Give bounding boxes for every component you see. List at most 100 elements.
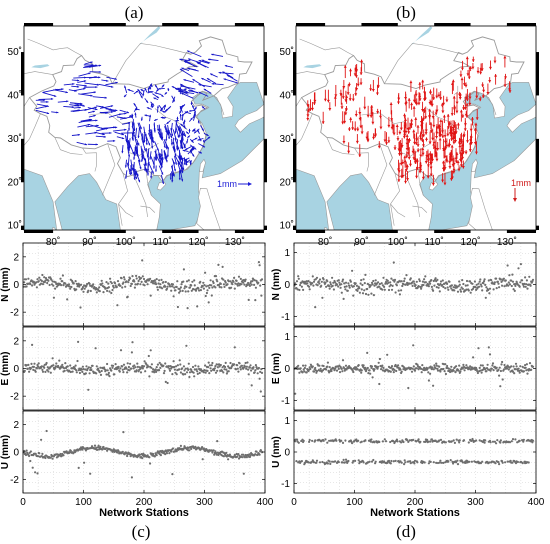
data-point <box>442 461 445 464</box>
data-point <box>432 368 435 371</box>
vector-arrowhead <box>179 58 182 61</box>
gridlines <box>293 243 537 326</box>
data-point <box>494 462 497 465</box>
vector-arrowhead <box>344 99 348 102</box>
data-point <box>109 277 112 280</box>
data-point <box>508 274 511 277</box>
vector-arrowhead <box>181 92 184 95</box>
data-point <box>308 366 311 369</box>
vector-arrowhead <box>160 162 163 166</box>
vector-arrowhead <box>446 133 450 137</box>
data-point <box>430 285 433 288</box>
data-point <box>367 293 370 296</box>
vector-arrowhead <box>471 59 475 63</box>
vector-arrowhead <box>460 153 464 157</box>
data-point <box>43 366 46 369</box>
data-point <box>29 367 32 370</box>
data-point <box>399 368 402 371</box>
data-point <box>413 462 416 465</box>
country-border <box>354 147 370 172</box>
data-point <box>461 279 464 282</box>
data-point <box>212 281 215 285</box>
data-point <box>126 454 129 458</box>
data-point <box>422 283 425 287</box>
data-point <box>378 440 381 444</box>
data-point <box>147 354 150 358</box>
vector-arrowhead <box>140 95 143 99</box>
data-point <box>168 452 171 455</box>
data-point <box>64 282 67 285</box>
data-point <box>449 368 452 371</box>
data-point <box>511 280 515 283</box>
data-point <box>159 283 162 286</box>
data-point <box>188 375 191 379</box>
vector-arrowhead <box>411 150 415 154</box>
vector-arrowhead <box>192 79 195 82</box>
vector-arrowhead <box>193 113 196 116</box>
data-point <box>210 284 213 287</box>
data-point <box>381 440 384 443</box>
vector-arrowhead <box>435 136 439 139</box>
data-point <box>222 278 225 281</box>
data-point <box>167 365 170 368</box>
vector-arrowhead <box>124 112 127 115</box>
data-point <box>499 278 502 281</box>
y-tick-label: -2 <box>10 392 19 403</box>
vector-arrowhead <box>184 59 187 62</box>
vector-arrowhead <box>463 123 467 126</box>
vector-arrowhead <box>418 98 422 102</box>
vector-arrowhead <box>469 128 473 132</box>
country-border <box>390 173 400 226</box>
data-point <box>158 279 161 282</box>
data-point <box>355 438 358 441</box>
country-border <box>296 113 313 146</box>
data-point <box>170 450 173 453</box>
data-point <box>517 267 520 270</box>
data-point <box>47 279 50 282</box>
map-lat-tick-label: 10˚ <box>8 220 22 232</box>
data-point <box>491 440 495 443</box>
data-point <box>258 453 261 456</box>
data-point <box>325 285 328 288</box>
data-point <box>152 368 155 371</box>
data-point <box>130 476 133 479</box>
data-point <box>162 281 165 284</box>
data-point <box>514 284 517 287</box>
data-point <box>427 440 430 443</box>
data-point <box>444 441 447 444</box>
data-point <box>160 278 163 281</box>
data-point <box>54 366 57 370</box>
data-point <box>315 370 319 373</box>
data-point <box>182 280 185 283</box>
island <box>52 227 57 230</box>
data-point <box>104 369 107 372</box>
vector-arrowhead <box>481 84 485 88</box>
data-point <box>499 439 502 442</box>
data-point <box>294 282 297 285</box>
vector-arrowhead <box>429 173 433 177</box>
data-point <box>487 288 490 292</box>
data-point <box>45 429 48 433</box>
vector-arrowhead <box>181 67 184 70</box>
vector-arrowhead <box>462 83 466 86</box>
map-bar-bottom <box>434 230 471 233</box>
vector-arrowhead <box>452 95 456 99</box>
vector-arrowhead <box>464 84 468 88</box>
data-point <box>257 261 260 264</box>
data-point <box>431 366 434 369</box>
data-point <box>478 280 481 283</box>
data-point <box>250 384 253 387</box>
vector-arrowhead <box>145 170 148 173</box>
data-point <box>501 284 504 287</box>
data-point <box>343 285 346 288</box>
data-point <box>513 283 516 286</box>
data-point <box>247 368 250 371</box>
map-bar-right <box>264 138 267 183</box>
vector-arrowhead <box>45 105 48 108</box>
vector-arrowhead <box>192 105 195 108</box>
data-point <box>85 284 88 287</box>
data-point <box>436 367 439 370</box>
data-point <box>216 280 219 283</box>
data-point <box>172 360 175 363</box>
data-point <box>347 459 350 463</box>
